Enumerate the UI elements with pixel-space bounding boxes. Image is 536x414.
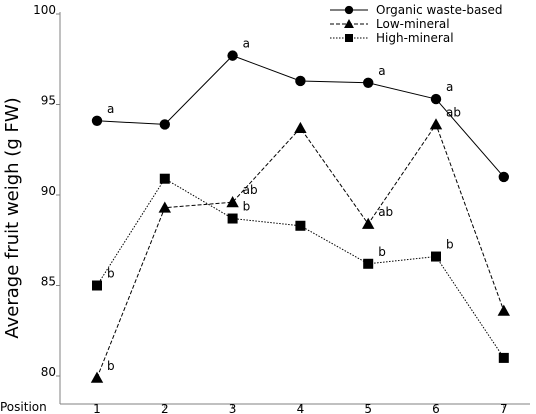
significance-label: ab [378,205,393,219]
series-square: b b b b [92,173,509,363]
y-tick-label: 90 [41,184,56,198]
significance-label: b [243,200,251,214]
data-point [294,121,307,133]
data-point [159,173,170,184]
significance-label: ab [243,183,258,197]
data-point [226,196,239,208]
y-tick-label: 95 [41,94,56,108]
series-line [96,123,505,378]
data-point [363,258,374,269]
y-tick-label: 80 [41,365,56,379]
data-point [90,371,104,383]
data-point [429,118,443,130]
x-tick-label: 4 [297,402,305,414]
significance-label: b [446,238,454,252]
data-point [431,251,441,262]
data-point [91,115,103,126]
series-circle: a a a a [91,37,509,183]
significance-label: a [378,64,385,78]
legend-marker [345,34,353,42]
data-point [498,171,509,183]
data-point [430,93,442,105]
data-point [498,352,509,363]
significance-label: a [107,102,114,116]
legend: Organic waste-basedLow-mineralHigh-miner… [330,3,503,45]
data-point [158,201,171,213]
significance-label: a [243,37,250,51]
y-axis-label: Average fruit weigh (g FW) [2,97,23,338]
x-tick-label: 2 [161,402,169,414]
legend-marker [344,19,354,28]
legend-marker [344,5,354,15]
x-tick-label: 1 [93,402,101,414]
series-line [96,55,505,178]
data-point [295,220,306,231]
significance-label: b [107,359,115,373]
legend-label: High-mineral [376,31,454,45]
significance-label: b [107,267,115,281]
significance-label: b [378,245,386,259]
data-point [497,304,510,316]
x-tick-label: 3 [229,402,237,414]
significance-label: a [446,80,453,94]
x-tick-label: 7 [500,402,508,414]
y-tick-label: 100 [33,3,56,17]
data-point [159,119,170,130]
data-point [362,217,375,229]
x-axis-label: Position [0,400,47,414]
data-point [92,280,102,291]
legend-label: Low-mineral [376,17,450,31]
y-tick-label: 85 [41,275,56,289]
data-point [363,77,374,88]
data-point [227,213,238,224]
data-point [295,75,306,87]
x-tick-label: 5 [364,402,372,414]
x-tick-label: 6 [432,402,440,414]
legend-label: Organic waste-based [376,3,503,17]
significance-label: ab [446,105,461,119]
series-line [96,178,505,359]
data-point [227,50,238,61]
axes: 80 85 90 95 100 1 2 3 4 5 6 7 [33,3,530,414]
